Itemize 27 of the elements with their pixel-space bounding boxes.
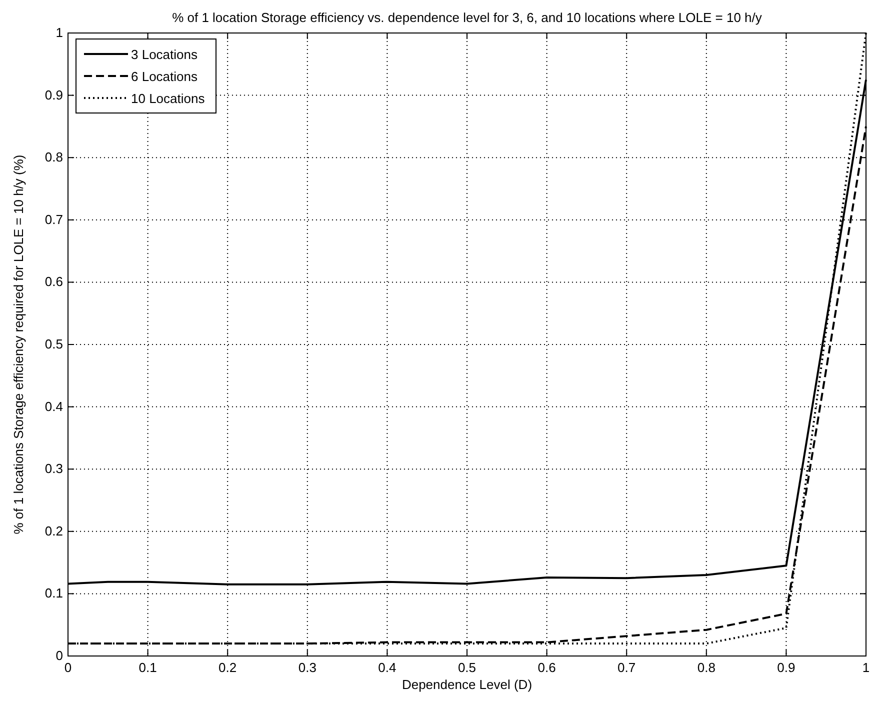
y-tick-label: 0.2: [44, 523, 63, 538]
y-tick-label: 0.4: [44, 398, 63, 414]
x-tick-label: 0.3: [298, 660, 316, 675]
x-tick-label: 0.7: [618, 660, 636, 675]
y-axis-title: % of 1 locations Storage efficiency required for LOLE = 10 h/y (%): [11, 154, 26, 534]
x-tick-label: 0.5: [458, 660, 476, 675]
y-tick-label: 0.7: [44, 212, 63, 227]
chart-title: % of 1 location Storage efficiency vs. dependence level for 3, 6, and 10 locations where LOLE = 10 h/y: [172, 10, 762, 25]
x-tick-label: 0.8: [697, 660, 716, 675]
y-tick-label: 0.9: [44, 87, 63, 102]
legend-label: 10 Locations: [131, 91, 206, 106]
y-tick-label: 0.8: [44, 150, 63, 165]
y-tick-label: 0.3: [44, 461, 63, 476]
y-tick-label: 0.6: [44, 274, 63, 290]
x-axis-title: Dependence Level (D): [402, 677, 532, 692]
legend-label: 6 Locations: [131, 69, 198, 84]
y-tick-label: 0.1: [44, 586, 63, 601]
legend-label: 3 Locations: [131, 47, 198, 62]
x-tick-label: 0.1: [138, 660, 157, 675]
x-tick-label: 0.9: [777, 660, 796, 675]
y-tick-label: 0: [56, 648, 63, 663]
x-tick-label: 1: [862, 660, 870, 675]
y-tick-label: 0.5: [44, 336, 63, 352]
x-tick-label: 0.4: [378, 660, 396, 675]
x-tick-label: 0.6: [538, 660, 556, 675]
y-tick-label: 1: [56, 25, 63, 40]
x-tick-label: 0.2: [218, 660, 237, 675]
